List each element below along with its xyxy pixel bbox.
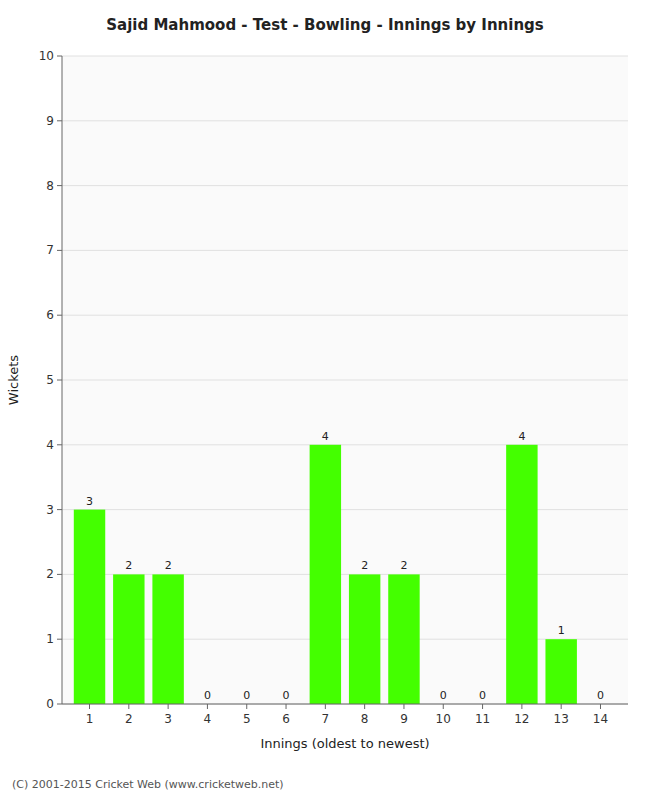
y-tick-label: 9 [46, 114, 54, 128]
data-label: 0 [204, 689, 211, 702]
x-tick [561, 704, 562, 709]
y-axis-label: Wickets [6, 355, 21, 405]
x-tick-label: 13 [554, 712, 569, 726]
y-tick-label: 5 [46, 373, 54, 387]
x-tick-label: 10 [436, 712, 451, 726]
y-tick [57, 120, 62, 121]
x-tick [364, 704, 365, 709]
grid-line [62, 315, 628, 316]
title: Sajid Mahmood - Test - Bowling - Innings… [106, 16, 544, 34]
x-tick-label: 7 [322, 712, 330, 726]
data-label: 2 [400, 559, 407, 572]
bar [113, 574, 144, 704]
footer: (C) 2001-2015 Cricket Web (www.cricketwe… [12, 778, 284, 791]
x-tick-label: 8 [361, 712, 369, 726]
y-tick [57, 509, 62, 510]
x-tick-label: 14 [593, 712, 608, 726]
x-tick [128, 704, 129, 709]
y-tick [57, 315, 62, 316]
y-tick [57, 704, 62, 705]
x-tick-label: 9 [400, 712, 408, 726]
x-tick-label: 2 [125, 712, 133, 726]
x-tick [89, 704, 90, 709]
data-label: 0 [440, 689, 447, 702]
bar [310, 445, 341, 704]
grid-line [62, 56, 628, 57]
grid-line [62, 704, 628, 705]
chart-container: 0123456789103220004220041012345678910111… [0, 0, 650, 800]
grid-line [62, 380, 628, 381]
x-tick-label: 6 [282, 712, 290, 726]
data-label: 0 [479, 689, 486, 702]
y-tick-label: 1 [46, 632, 54, 646]
x-tick-label: 12 [514, 712, 529, 726]
y-tick-label: 4 [46, 438, 54, 452]
y-tick-label: 7 [46, 243, 54, 257]
data-label: 0 [283, 689, 290, 702]
x-tick [521, 704, 522, 709]
x-tick [325, 704, 326, 709]
x-tick-label: 3 [164, 712, 172, 726]
y-tick-label: 6 [46, 308, 54, 322]
x-tick [443, 704, 444, 709]
x-tick [246, 704, 247, 709]
x-tick-label: 5 [243, 712, 251, 726]
grid-line [62, 185, 628, 186]
grid [62, 56, 628, 704]
y-tick-label: 8 [46, 179, 54, 193]
x-tick-label: 4 [204, 712, 212, 726]
y-tick-label: 2 [46, 567, 54, 581]
y-tick-label: 3 [46, 503, 54, 517]
y-tick [57, 444, 62, 445]
bar [349, 574, 380, 704]
chart-svg: 0123456789103220004220041012345678910111… [0, 0, 650, 800]
data-label: 2 [165, 559, 172, 572]
data-labels: 3 2 2 0 0 0 4 2 2 0 0 4 1 0 [86, 430, 604, 702]
x-tick [286, 704, 287, 709]
data-label: 0 [597, 689, 604, 702]
y-axis: 0 1 2 3 4 5 6 7 8 9 10 [39, 49, 62, 711]
bar [506, 445, 537, 704]
bar [545, 639, 576, 704]
x-tick-label: 11 [475, 712, 490, 726]
x-tick [168, 704, 169, 709]
y-tick [57, 574, 62, 575]
plot-background [62, 56, 628, 704]
grid-line [62, 120, 628, 121]
grid-line [62, 574, 628, 575]
y-tick [57, 56, 62, 57]
y-tick [57, 639, 62, 640]
data-label: 1 [558, 624, 565, 637]
data-label: 2 [125, 559, 132, 572]
x-axis-label: Innings (oldest to newest) [260, 736, 429, 751]
y-tick-label: 0 [46, 697, 54, 711]
x-tick [482, 704, 483, 709]
annotations: (C) 2001-2015 Cricket Web (www.cricketwe… [12, 778, 284, 791]
grid-line [62, 509, 628, 510]
x-tick [600, 704, 601, 709]
y-axis-line [62, 56, 63, 704]
bar [74, 510, 105, 704]
grid-line [62, 250, 628, 251]
bar [152, 574, 183, 704]
data-label: 3 [86, 495, 93, 508]
y-tick-label: 10 [39, 49, 54, 63]
x-tick [207, 704, 208, 709]
y-tick [57, 185, 62, 186]
data-label: 4 [322, 430, 329, 443]
grid-line [62, 444, 628, 445]
page: {"chart_data": {"type": "bar", "title": … [0, 0, 650, 800]
grid-line [62, 639, 628, 640]
x-tick-label: 1 [86, 712, 94, 726]
y-tick [57, 250, 62, 251]
data-label: 0 [243, 689, 250, 702]
x-tick [403, 704, 404, 709]
data-label: 4 [518, 430, 525, 443]
x-axis: 1234567891011121314 [86, 704, 608, 726]
data-label: 2 [361, 559, 368, 572]
x-axis-line [62, 704, 628, 705]
y-tick [57, 380, 62, 381]
bars [74, 445, 577, 704]
bar [388, 574, 419, 704]
